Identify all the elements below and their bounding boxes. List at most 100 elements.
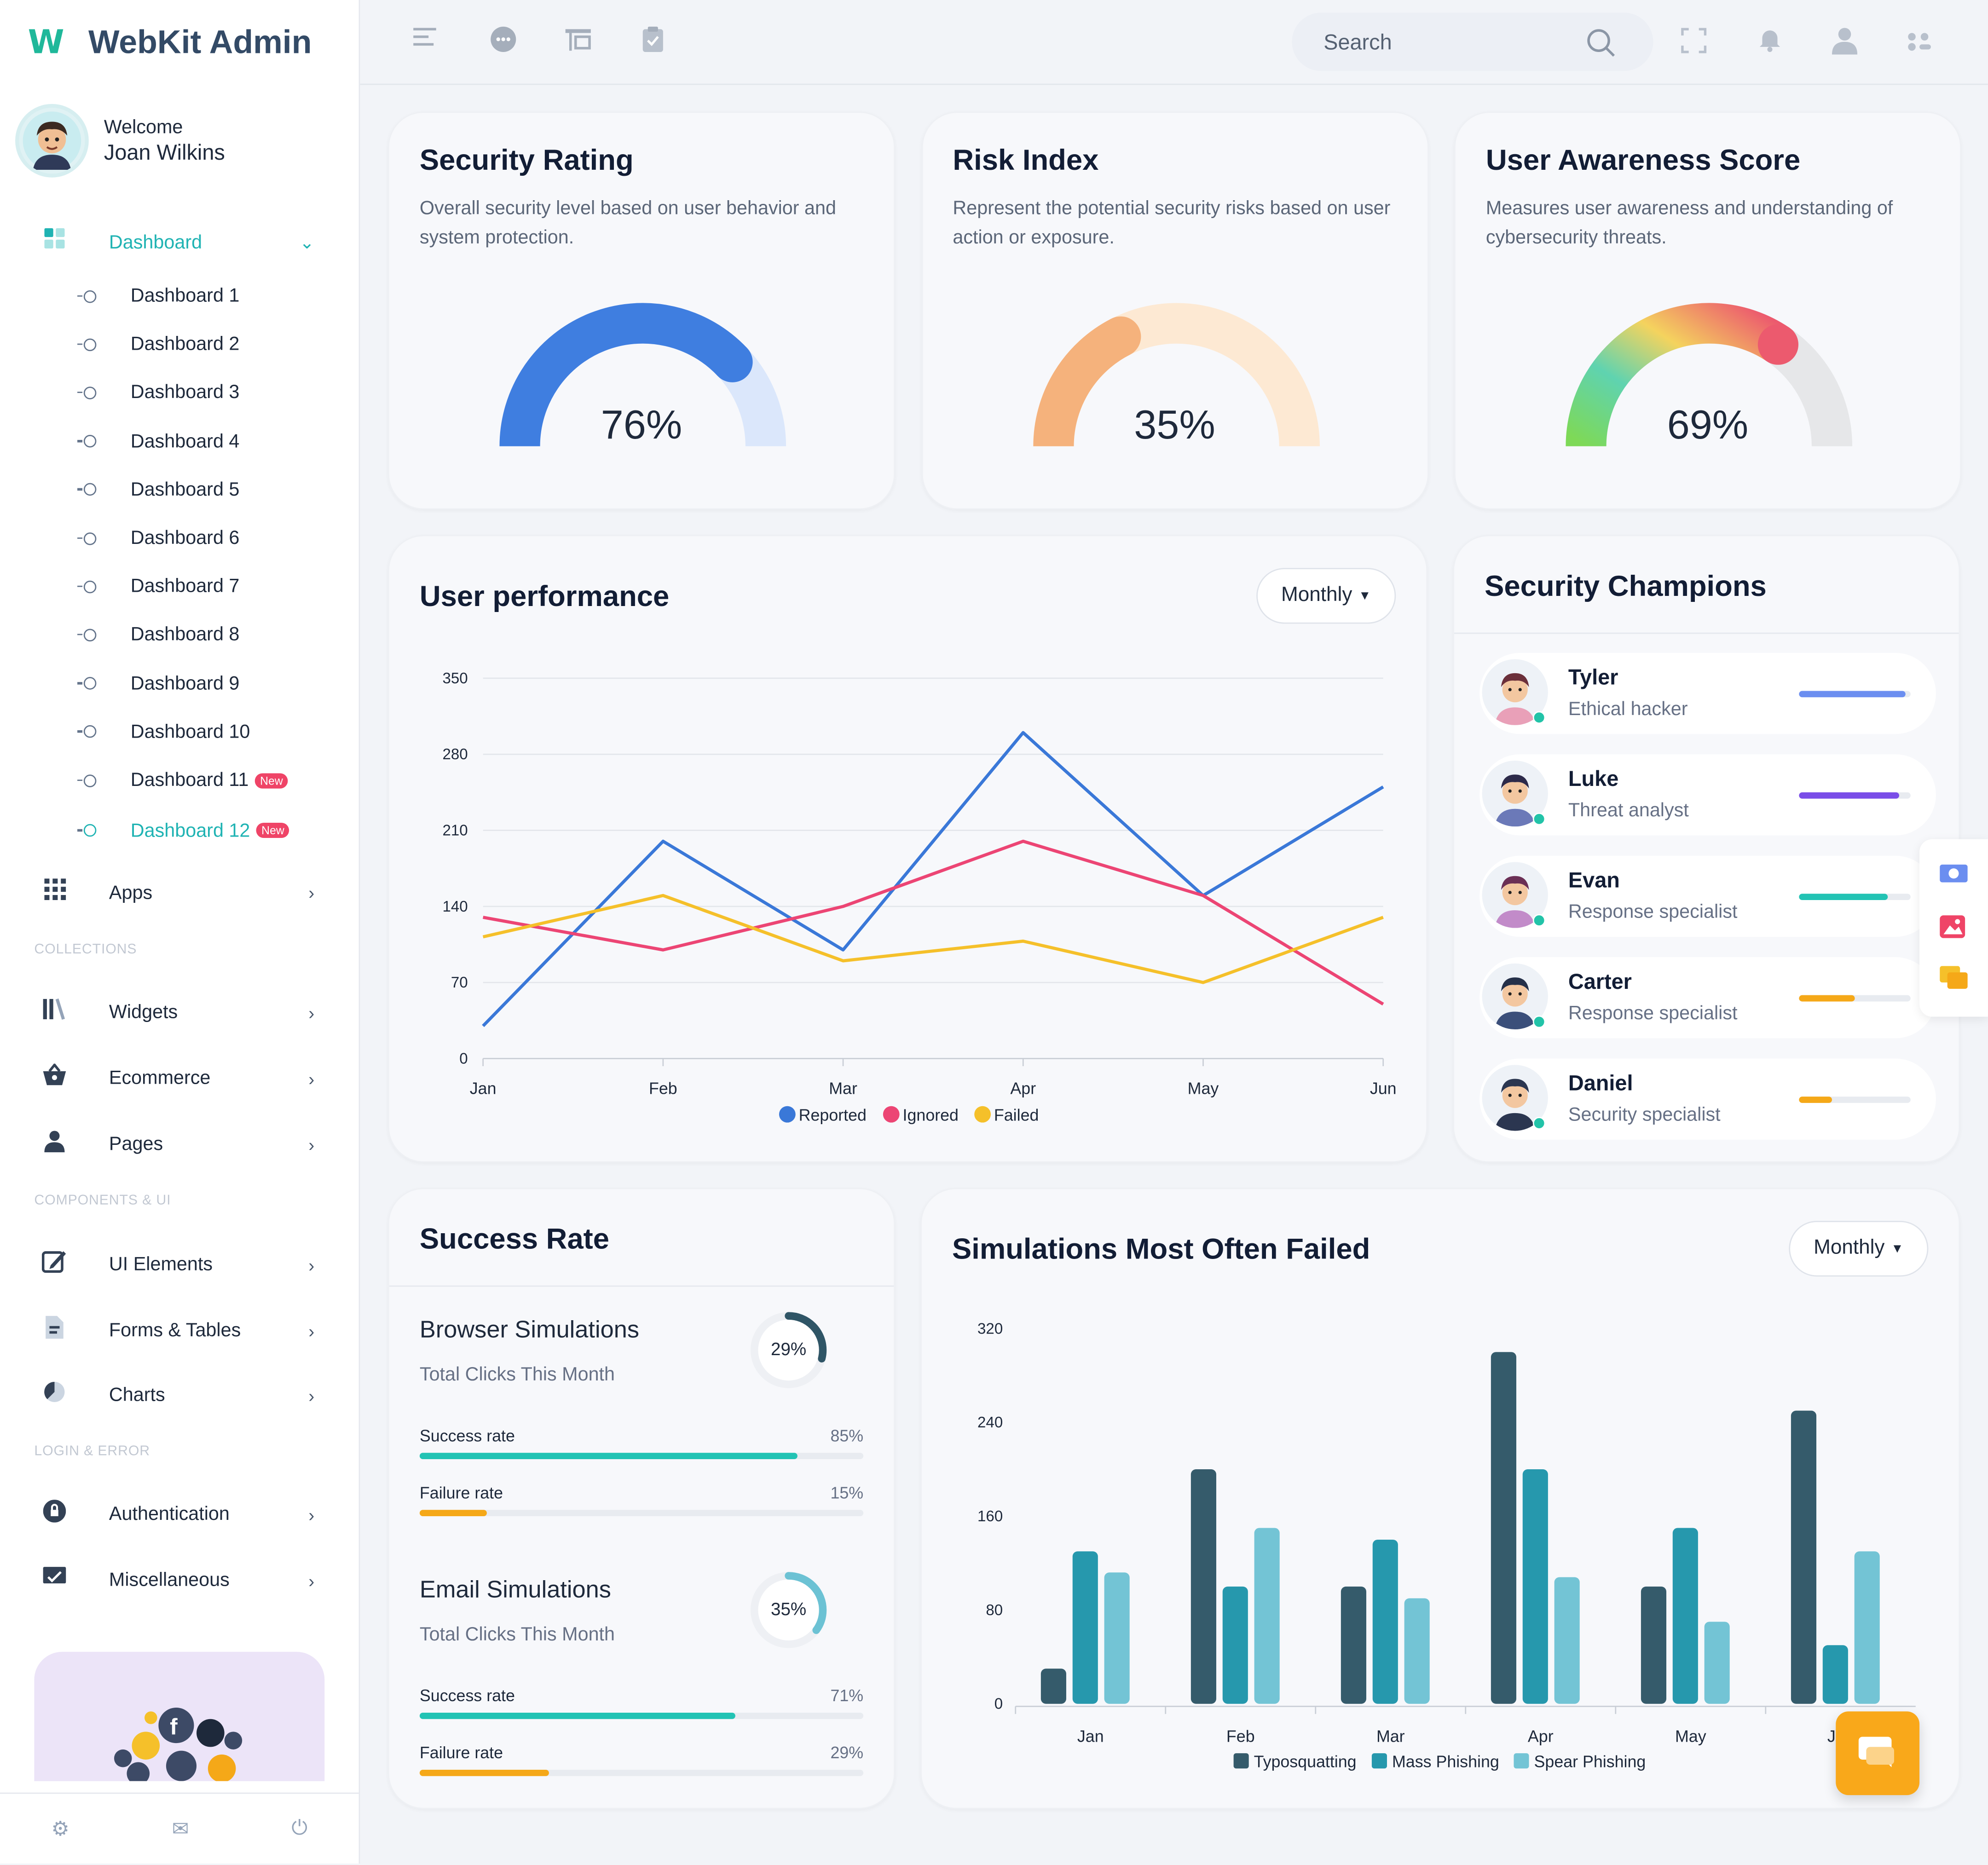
settings-icon[interactable]: ⚙ xyxy=(51,1819,69,1841)
legend-label: Typosquatting xyxy=(1254,1752,1357,1771)
sidebar-item-label: Dashboard 7 xyxy=(130,576,240,598)
champion-role: Threat analyst xyxy=(1568,800,1689,822)
nav-charts-label: Charts xyxy=(109,1384,165,1406)
sidebar-item-dashboard-5[interactable]: Dashboard 5 xyxy=(77,479,239,501)
simulation-title: Browser Simulations xyxy=(419,1317,639,1344)
gauge-description: Measures user awareness and understandin… xyxy=(1485,197,1893,248)
bullet-icon xyxy=(77,435,97,448)
sidebar-item-dashboard-9[interactable]: Dashboard 9 xyxy=(77,673,239,694)
divider xyxy=(1454,632,1959,634)
gauge-card-2: Risk Index Represent the potential securi… xyxy=(921,111,1428,510)
nav-forms-tables-label: Forms & Tables xyxy=(109,1319,241,1341)
bar-mass-phishing xyxy=(1072,1551,1098,1704)
camera-icon[interactable] xyxy=(1940,862,1968,889)
nav-apps[interactable]: Apps › xyxy=(38,878,314,907)
nav-miscellaneous[interactable]: Miscellaneous › xyxy=(38,1565,314,1594)
y-tick-label: 80 xyxy=(986,1602,1003,1619)
sidebar-item-dashboard-4[interactable]: Dashboard 4 xyxy=(77,430,240,452)
gauge-value: 69% xyxy=(1667,402,1749,448)
champion-row[interactable]: Tyler Ethical hacker xyxy=(1479,652,1936,734)
legend-label: Mass Phishing xyxy=(1392,1752,1499,1771)
board-icon[interactable] xyxy=(564,25,592,61)
sidebar-item-label: Dashboard 6 xyxy=(130,527,240,549)
champion-progress-track xyxy=(1799,691,1911,698)
series-line-reported xyxy=(482,731,1384,1028)
image-icon[interactable] xyxy=(1940,915,1965,944)
sidebar-item-dashboard-10[interactable]: Dashboard 10 xyxy=(77,721,250,743)
simulation-ring: 29% xyxy=(747,1308,831,1392)
sidebar-item-dashboard-2[interactable]: Dashboard 2 xyxy=(77,334,239,355)
logo[interactable]: W WebKit Admin xyxy=(28,23,312,62)
sidebar-item-dashboard-8[interactable]: Dashboard 8 xyxy=(77,624,239,646)
champion-avatar xyxy=(1482,963,1548,1030)
profile-icon[interactable] xyxy=(1831,27,1859,62)
legend-label: Ignored xyxy=(903,1106,959,1124)
bar-typosquatting xyxy=(1190,1469,1216,1704)
settings-dots-icon[interactable] xyxy=(1907,30,1932,59)
online-status-dot xyxy=(1532,1015,1546,1028)
sidebar-item-dashboard-11[interactable]: Dashboard 11 New xyxy=(77,769,288,791)
bar-spear-phishing xyxy=(1254,1528,1280,1704)
online-status-dot xyxy=(1532,914,1546,927)
divider xyxy=(389,1285,894,1287)
nav-authentication[interactable]: Authentication › xyxy=(38,1500,314,1529)
mail-icon[interactable]: ✉ xyxy=(172,1819,189,1841)
bell-icon[interactable] xyxy=(1757,27,1782,60)
nav-ecommerce[interactable]: Ecommerce › xyxy=(38,1062,314,1092)
chat-icon[interactable] xyxy=(489,25,517,61)
champion-row[interactable]: Daniel Security specialist xyxy=(1479,1058,1936,1140)
user-performance-filter[interactable]: Monthly ▼ xyxy=(1256,568,1396,624)
bar-spear-phishing xyxy=(1404,1598,1430,1704)
sidebar-item-dashboard-7[interactable]: Dashboard 7 xyxy=(77,576,240,598)
caret-down-icon: ▼ xyxy=(1891,1241,1904,1256)
y-tick-label: 70 xyxy=(451,974,468,991)
series-line-failed xyxy=(482,894,1384,984)
sidebar-item-label: Dashboard 4 xyxy=(130,430,240,452)
sidebar-item-dashboard-1[interactable]: Dashboard 1 xyxy=(77,285,239,307)
fullscreen-icon[interactable] xyxy=(1681,28,1707,61)
simulations-filter[interactable]: Monthly ▼ xyxy=(1789,1221,1929,1277)
nav-dashboard[interactable]: Dashboard ⌄ xyxy=(38,228,314,256)
messages-icon[interactable] xyxy=(1940,966,1968,998)
bar-typosquatting xyxy=(1791,1410,1816,1704)
person-avatar-icon xyxy=(1482,1065,1548,1131)
chat-float-button[interactable] xyxy=(1836,1711,1920,1796)
bullet-icon xyxy=(77,774,97,787)
champion-name: Luke xyxy=(1568,767,1619,791)
bar-typosquatting xyxy=(1641,1586,1666,1704)
search-icon[interactable] xyxy=(1586,28,1617,65)
champion-row[interactable]: Carter Response specialist xyxy=(1479,957,1936,1039)
nav-pages[interactable]: Pages › xyxy=(38,1130,314,1159)
sidebar-item-dashboard-6[interactable]: Dashboard 6 xyxy=(77,527,240,549)
bullet-icon xyxy=(77,580,97,593)
success-rate-title: Success Rate xyxy=(419,1222,610,1255)
bullet-icon xyxy=(77,386,97,399)
section-collections: COLLECTIONS xyxy=(34,941,137,958)
nav-widgets[interactable]: Widgets › xyxy=(38,998,314,1027)
nav-ui-elements[interactable]: UI Elements › xyxy=(38,1249,314,1281)
user-profile[interactable]: Welcome Joan Wilkins xyxy=(15,104,225,178)
bar-spear-phishing xyxy=(1104,1572,1130,1704)
champion-name: Daniel xyxy=(1568,1071,1633,1096)
failure-rate-track xyxy=(419,1510,864,1516)
bar-typosquatting xyxy=(1040,1669,1066,1704)
sidebar-item-dashboard-3[interactable]: Dashboard 3 xyxy=(77,382,239,404)
clipboard-icon[interactable] xyxy=(641,25,665,61)
nav-charts[interactable]: Charts › xyxy=(38,1380,314,1409)
search-input[interactable]: Search xyxy=(1323,30,1392,55)
menu-icon[interactable] xyxy=(413,25,439,54)
champion-progress-track xyxy=(1799,792,1911,799)
power-icon[interactable]: ⏻ xyxy=(291,1818,308,1840)
legend-marker xyxy=(1371,1753,1387,1769)
sidebar-item-label: Dashboard 12 xyxy=(130,820,250,842)
success-rate-value: 71% xyxy=(830,1686,864,1705)
legend-label: Spear Phishing xyxy=(1534,1752,1646,1771)
person-avatar-icon xyxy=(1482,761,1548,827)
ring-label: 35% xyxy=(770,1599,807,1619)
search-box[interactable]: Search xyxy=(1292,12,1653,71)
nav-forms-tables[interactable]: Forms & Tables › xyxy=(38,1315,314,1346)
champion-row[interactable]: Evan Response specialist xyxy=(1479,855,1936,937)
champion-row[interactable]: Luke Threat analyst xyxy=(1479,754,1936,836)
legend-marker xyxy=(883,1106,900,1123)
sidebar-item-dashboard-12[interactable]: Dashboard 12 New xyxy=(77,820,289,842)
